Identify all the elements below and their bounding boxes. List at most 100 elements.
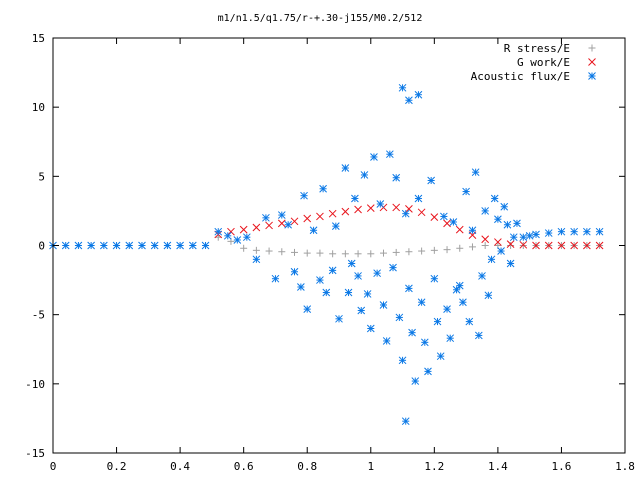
data-point <box>401 417 410 426</box>
data-point <box>487 255 496 264</box>
x-tick-label: 1.8 <box>615 460 635 473</box>
data-point <box>395 313 404 322</box>
data-point <box>347 259 356 268</box>
data-point <box>405 204 413 213</box>
data-point <box>252 255 261 264</box>
data-point <box>456 244 464 252</box>
data-point <box>532 241 540 250</box>
data-point <box>331 222 340 230</box>
data-point <box>519 233 528 242</box>
data-point <box>595 241 604 250</box>
data-point <box>341 250 349 258</box>
x-tick-label: 0 <box>50 460 57 473</box>
data-point <box>291 248 299 256</box>
data-point <box>239 225 248 234</box>
data-point <box>443 246 451 254</box>
data-point <box>452 285 461 294</box>
data-point <box>392 173 401 182</box>
data-point <box>138 241 146 250</box>
data-point <box>507 242 515 249</box>
data-point <box>427 176 436 185</box>
data-point <box>449 218 458 226</box>
data-point <box>316 212 324 221</box>
data-point <box>201 241 210 250</box>
data-point <box>163 241 172 250</box>
data-point <box>262 213 270 222</box>
data-point <box>544 229 553 237</box>
data-point <box>354 205 362 214</box>
y-tick-label: 5 <box>38 170 45 183</box>
data-point <box>341 207 350 216</box>
data-point <box>341 164 350 172</box>
legend-label: R stress/E <box>504 42 570 55</box>
data-point <box>240 244 248 252</box>
data-point <box>344 288 353 297</box>
data-point <box>74 241 83 250</box>
data-point <box>87 241 95 250</box>
data-point <box>376 200 385 208</box>
data-point <box>481 242 489 249</box>
data-point <box>278 248 286 256</box>
axis-ticks: 0 0.2 0.4 0.6 0.8 1 1.2 1.4 1.6 1.8 15 10 5 0 -5 -10 -15 <box>25 32 635 473</box>
data-point <box>379 249 387 257</box>
data-point <box>223 231 232 240</box>
data-point <box>398 356 407 365</box>
legend-marker <box>588 58 596 66</box>
x-tick-label: 0.2 <box>107 460 127 473</box>
x-tick-label: 0.4 <box>170 460 190 473</box>
data-point <box>468 226 477 235</box>
data-point <box>494 238 502 246</box>
data-point <box>290 217 299 226</box>
data-point <box>265 221 273 230</box>
data-point <box>401 209 410 218</box>
x-tick-label: 0.8 <box>297 460 317 473</box>
data-point <box>125 241 134 250</box>
data-point <box>284 220 293 229</box>
data-point <box>392 248 400 256</box>
data-point <box>436 352 445 361</box>
data-point <box>506 240 515 248</box>
data-point <box>277 211 286 219</box>
data-point <box>188 241 197 250</box>
data-point <box>112 241 121 250</box>
data-point <box>360 171 369 179</box>
data-point <box>290 267 299 276</box>
data-point <box>424 367 432 376</box>
data-point <box>417 298 426 307</box>
data-point <box>303 305 312 313</box>
data-point <box>316 249 324 257</box>
data-point <box>233 236 242 244</box>
data-point <box>481 235 490 244</box>
x-tick-label: 0.6 <box>234 460 254 473</box>
data-point <box>544 241 553 250</box>
data-point <box>366 204 375 213</box>
data-point <box>443 219 451 228</box>
legend-marker <box>588 44 596 52</box>
data-point <box>478 272 486 280</box>
series-2 <box>214 203 604 250</box>
data-point <box>300 191 308 200</box>
series-3 <box>49 83 604 426</box>
x-tick-label: 1.2 <box>424 460 444 473</box>
data-point <box>335 314 343 323</box>
data-point <box>440 212 448 221</box>
data-point <box>405 248 413 256</box>
data-point <box>446 334 455 343</box>
data-point <box>430 213 439 221</box>
data-point <box>309 226 318 235</box>
data-point <box>271 274 280 283</box>
data-point <box>373 269 381 278</box>
data-marks <box>49 83 604 426</box>
data-point <box>414 90 423 99</box>
data-point <box>570 227 579 236</box>
data-point <box>319 184 327 193</box>
data-point <box>455 225 464 234</box>
data-point <box>405 96 413 105</box>
y-tick-label: 15 <box>32 32 45 45</box>
data-point <box>500 202 509 211</box>
data-point <box>242 233 251 242</box>
data-point <box>462 187 470 196</box>
data-point <box>385 150 394 159</box>
